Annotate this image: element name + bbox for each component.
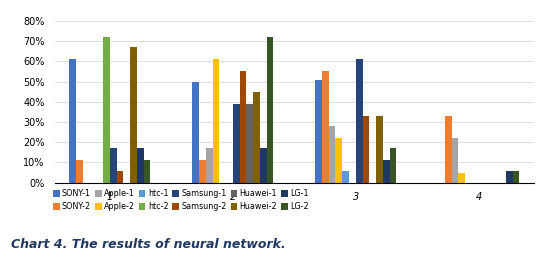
- Bar: [233, 104, 240, 183]
- Legend: SONY-1, SONY-2, Apple-1, Apple-2, htc-1, htc-2, Samsung-1, Samsung-2, Huawei-1, : SONY-1, SONY-2, Apple-1, Apple-2, htc-1,…: [53, 189, 309, 211]
- Bar: [506, 171, 513, 183]
- Bar: [130, 47, 137, 183]
- Bar: [315, 80, 322, 183]
- Bar: [362, 116, 370, 183]
- Bar: [246, 104, 253, 183]
- Bar: [336, 138, 342, 183]
- Bar: [103, 37, 110, 183]
- Bar: [322, 72, 329, 183]
- Bar: [342, 171, 349, 183]
- Bar: [390, 148, 396, 183]
- Bar: [192, 81, 199, 183]
- Bar: [329, 126, 336, 183]
- Bar: [513, 171, 519, 183]
- Bar: [76, 161, 83, 183]
- Text: Chart 4. The results of neural network.: Chart 4. The results of neural network.: [11, 238, 286, 251]
- Bar: [376, 116, 383, 183]
- Bar: [206, 148, 213, 183]
- Bar: [458, 173, 465, 183]
- Bar: [452, 138, 458, 183]
- Bar: [253, 92, 260, 183]
- Bar: [260, 148, 267, 183]
- Bar: [213, 59, 219, 183]
- Bar: [117, 171, 123, 183]
- Bar: [69, 59, 76, 183]
- Bar: [267, 37, 274, 183]
- Bar: [383, 161, 390, 183]
- Bar: [137, 148, 144, 183]
- Bar: [144, 161, 150, 183]
- Bar: [199, 161, 206, 183]
- Bar: [240, 72, 246, 183]
- Bar: [110, 148, 117, 183]
- Bar: [445, 116, 452, 183]
- Bar: [356, 59, 362, 183]
